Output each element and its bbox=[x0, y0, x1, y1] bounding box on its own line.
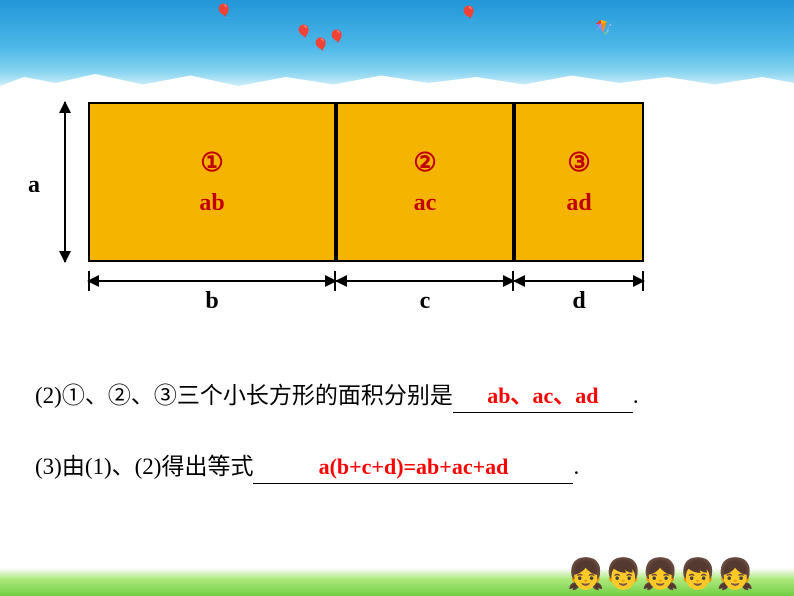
balloon-icon: 🎈 bbox=[328, 30, 345, 47]
width-arrows: b c d bbox=[88, 270, 644, 302]
width-label-c: c bbox=[336, 288, 514, 315]
rect-1: ① ab bbox=[88, 102, 336, 262]
cloud-divider bbox=[0, 68, 794, 98]
rect-3-number: ③ bbox=[567, 148, 590, 178]
height-arrow bbox=[64, 102, 66, 262]
width-seg-d: d bbox=[514, 270, 644, 302]
question-3: (3)由(1)、(2)得出等式 a(b+c+d)=ab+ac+ad. bbox=[35, 451, 755, 484]
rect-2-number: ② bbox=[413, 148, 436, 178]
balloon-icon: 🎈 bbox=[460, 6, 477, 23]
rect-1-number: ① bbox=[200, 148, 223, 178]
rectangle-diagram: a ① ab ② ac ③ ad b c d bbox=[28, 102, 668, 312]
rect-3: ③ ad bbox=[514, 102, 644, 262]
q3-answer: a(b+c+d)=ab+ac+ad bbox=[319, 454, 509, 479]
balloon-icon: 🎈 bbox=[295, 25, 312, 42]
rect-1-area: ab bbox=[199, 190, 224, 217]
width-label-b: b bbox=[88, 288, 336, 315]
balloon-icon: 🎈 bbox=[312, 38, 329, 55]
rect-row: ① ab ② ac ③ ad bbox=[88, 102, 644, 262]
rect-2-area: ac bbox=[414, 190, 437, 217]
q2-suffix: . bbox=[633, 383, 639, 408]
q2-answer: ab、ac、ad bbox=[487, 383, 598, 408]
kite-icon: 🪁 bbox=[595, 20, 612, 37]
children-icon: 👧👦👧👦👧 bbox=[567, 557, 754, 592]
width-seg-b: b bbox=[88, 270, 336, 302]
q3-prefix: (3)由(1)、(2)得出等式 bbox=[35, 454, 253, 479]
q3-suffix: . bbox=[573, 454, 579, 479]
width-seg-c: c bbox=[336, 270, 514, 302]
question-2: (2)①、②、③三个小长方形的面积分别是 ab、ac、ad. bbox=[35, 380, 755, 413]
q2-prefix: (2)①、②、③三个小长方形的面积分别是 bbox=[35, 383, 453, 408]
height-label: a bbox=[28, 172, 40, 199]
rect-2: ② ac bbox=[336, 102, 514, 262]
width-label-d: d bbox=[514, 288, 644, 315]
question-block: (2)①、②、③三个小长方形的面积分别是 ab、ac、ad. (3)由(1)、(2… bbox=[35, 380, 755, 522]
balloon-icon: 🎈 bbox=[215, 4, 232, 21]
rect-3-area: ad bbox=[566, 190, 591, 217]
